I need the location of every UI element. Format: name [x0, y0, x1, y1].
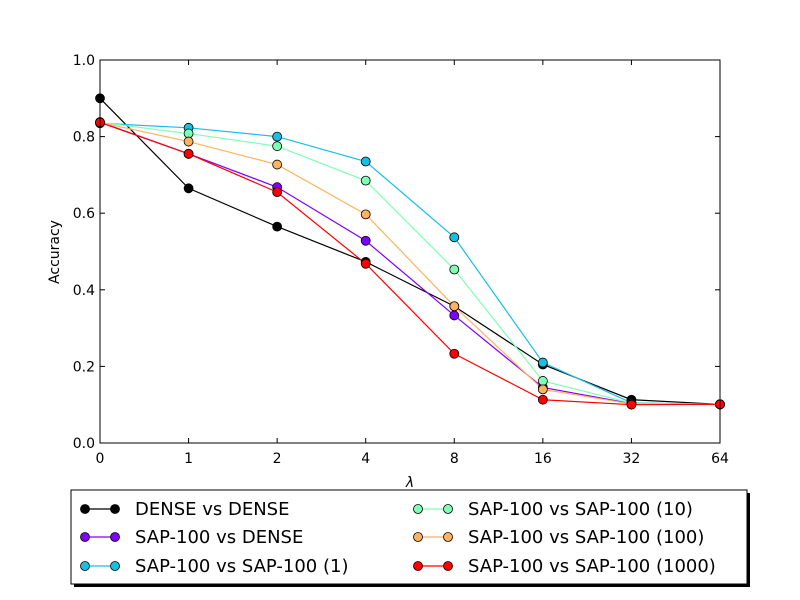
x-axis-label: λ: [405, 475, 414, 491]
legend-label-0: DENSE vs DENSE: [135, 499, 289, 520]
x-tick-label: 4: [361, 451, 370, 467]
data-point-5-5: [537, 394, 548, 405]
data-point-4-5: [537, 384, 548, 395]
data-point-0-1: [183, 183, 194, 194]
x-tick-label: 0: [96, 451, 105, 467]
x-tick-label: 32: [623, 451, 641, 467]
data-point-2-2: [272, 131, 283, 142]
legend-marker: [80, 532, 90, 542]
axes-frame: [99, 59, 721, 444]
data-point-4-2: [272, 159, 283, 170]
y-tick-label: 1.0: [73, 53, 95, 69]
legend-box: [70, 489, 748, 585]
plot-area: [95, 93, 725, 410]
data-point-5-3: [360, 258, 371, 269]
y-tick-label: 0.2: [73, 359, 95, 375]
y-tick-label: 0.0: [73, 436, 95, 452]
y-axis-label: Accuracy: [47, 220, 63, 284]
legend-marker: [110, 561, 120, 571]
data-point-3-2: [272, 141, 283, 152]
series-line-2: [99, 122, 721, 405]
legend-label-1: SAP-100 vs DENSE: [135, 527, 303, 548]
series-line-3: [99, 121, 721, 405]
data-point-1-3: [360, 235, 371, 246]
legend-marker: [80, 561, 90, 571]
y-tick-label: 0.4: [73, 283, 95, 299]
data-point-3-3: [360, 175, 371, 186]
data-point-0-2: [272, 221, 283, 232]
data-point-1-4: [449, 310, 460, 321]
data-point-5-6: [626, 399, 637, 410]
legend-label-4: SAP-100 vs SAP-100 (100): [468, 527, 704, 548]
data-point-4-1: [183, 136, 194, 147]
legend-label-2: SAP-100 vs SAP-100 (1): [135, 556, 348, 577]
legend-marker: [413, 532, 423, 542]
series-line-0: [99, 97, 721, 405]
legend-marker: [413, 561, 423, 571]
series-line-5: [99, 121, 721, 406]
series-line-4: [99, 121, 721, 405]
data-point-2-4: [449, 232, 460, 243]
legend-marker: [80, 504, 90, 514]
data-point-4-4: [449, 301, 460, 312]
data-point-4-3: [360, 209, 371, 220]
y-tick-label: 0.6: [73, 206, 95, 222]
axes: 0 1 2 4 8 16 32 64 0.0 0.2 0.4 0.6 0.8 1.0: [73, 53, 729, 467]
legend-marker: [413, 504, 423, 514]
series-line-1: [99, 121, 721, 405]
x-tick-label: 1: [184, 451, 193, 467]
legend-marker: [443, 504, 453, 514]
legend: DENSE vs DENSE SAP-100 vs DENSE SAP-100 vs…: [70, 489, 750, 587]
legend-marker: [443, 561, 453, 571]
data-point-5-2: [272, 187, 283, 198]
data-point-5-1: [183, 148, 194, 159]
data-point-2-3: [360, 156, 371, 167]
data-point-5-4: [449, 348, 460, 359]
x-tick-label: 2: [273, 451, 282, 467]
x-tick-label: 8: [450, 451, 459, 467]
x-tick-label: 16: [534, 451, 552, 467]
legend-marker: [110, 532, 120, 542]
legend-label-3: SAP-100 vs SAP-100 (10): [468, 499, 693, 520]
legend-marker: [443, 532, 453, 542]
legend-label-5: SAP-100 vs SAP-100 (1000): [468, 556, 716, 577]
legend-marker: [110, 504, 120, 514]
y-tick-label: 0.8: [73, 130, 95, 146]
data-point-2-5: [537, 357, 548, 368]
data-point-3-5: [537, 376, 548, 386]
data-point-3-4: [449, 264, 460, 275]
x-tick-label: 64: [711, 451, 729, 467]
